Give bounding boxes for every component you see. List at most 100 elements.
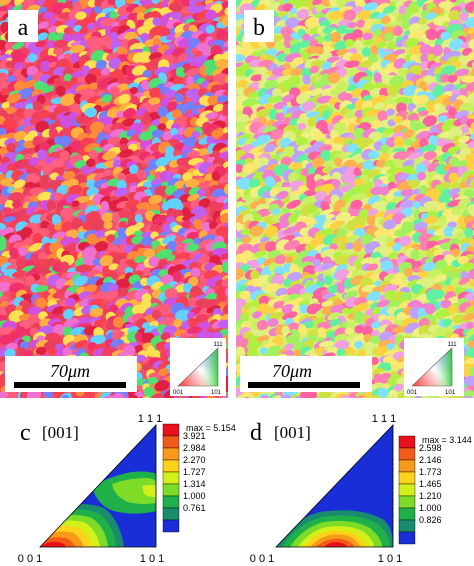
corner-001-c: 0 0 1: [18, 553, 42, 565]
grain: [59, 150, 70, 161]
grain: [107, 178, 120, 188]
grain: [399, 199, 415, 210]
grain: [20, 237, 36, 246]
grain: [371, 61, 382, 74]
grain: [394, 272, 404, 280]
grain: [358, 10, 372, 20]
grain: [47, 253, 59, 261]
grain: [346, 321, 356, 330]
grain: [355, 0, 364, 8]
grain: [263, 144, 276, 153]
grain: [36, 149, 48, 161]
grain: [375, 41, 386, 49]
grain: [224, 74, 228, 86]
grain: [306, 178, 317, 190]
scale-bar-label-b: 70μm: [272, 361, 312, 381]
grain: [5, 342, 18, 351]
grain: [185, 75, 196, 86]
grain: [154, 66, 170, 77]
legend-c-swatch: [162, 435, 180, 449]
grain: [157, 123, 166, 131]
grain: [344, 60, 360, 68]
grain: [12, 200, 22, 209]
grain: [318, 144, 332, 153]
legend-c-value: 1.314: [183, 479, 206, 489]
grain: [139, 131, 154, 141]
grain: [118, 220, 128, 229]
grain: [222, 126, 228, 134]
grain: [236, 121, 248, 132]
grain: [25, 173, 40, 184]
panel-label-d: d: [250, 420, 262, 446]
grain: [254, 250, 267, 258]
grain: [221, 108, 228, 117]
grain: [442, 318, 453, 327]
grain: [4, 200, 15, 210]
grain: [279, 221, 290, 229]
grain: [190, 267, 201, 278]
grain: [307, 329, 320, 337]
grain: [52, 48, 64, 55]
grain: [212, 103, 225, 112]
grain: [113, 187, 129, 197]
grain: [1, 101, 10, 109]
grain: [149, 26, 165, 36]
grain: [188, 317, 198, 330]
grain: [1, 207, 12, 214]
grain: [149, 393, 164, 398]
legend-d-swatch: [398, 531, 416, 545]
grain: [216, 292, 227, 305]
grain: [246, 348, 259, 359]
grain: [74, 397, 85, 398]
grain: [84, 107, 97, 118]
grain: [23, 350, 34, 358]
grain: [17, 88, 33, 100]
grain: [423, 151, 437, 161]
grain: [147, 97, 161, 106]
grain: [172, 271, 183, 283]
grain: [467, 238, 474, 247]
grain: [99, 255, 114, 267]
grain: [44, 90, 58, 99]
grain: [463, 313, 474, 321]
grain: [376, 300, 391, 308]
grain: [248, 178, 261, 189]
panel-label-box-b: [244, 10, 274, 42]
grain: [414, 95, 430, 104]
grain: [333, 136, 345, 144]
grain: [334, 255, 351, 266]
grain: [0, 194, 7, 204]
grain: [174, 93, 184, 103]
grain: [345, 296, 358, 308]
grain: [314, 398, 326, 410]
grain: [379, 153, 391, 162]
grain: [425, 28, 438, 41]
grain: [20, 227, 33, 238]
grain: [464, 153, 474, 163]
legend-c-value: 2.984: [183, 443, 206, 453]
grain: [148, 256, 160, 267]
ipf-key-a: 111 001 101: [170, 338, 226, 396]
grain: [392, 325, 408, 333]
grain: [362, 32, 373, 41]
grain: [6, 93, 22, 104]
grain: [320, 150, 332, 162]
grain: [205, 24, 216, 34]
grain: [438, 215, 448, 223]
grain: [87, 22, 96, 30]
grain: [391, 19, 404, 28]
grain: [306, 111, 320, 118]
grain: [0, 177, 14, 186]
grain: [52, 324, 66, 336]
grain: [75, 264, 92, 274]
grain: [131, 236, 142, 245]
grain: [43, 11, 54, 20]
grain: [0, 39, 8, 53]
grain: [451, 398, 466, 409]
grain: [340, 171, 356, 184]
direction-label-d: [001]: [274, 423, 311, 442]
grain: [134, 214, 143, 224]
grain: [366, 215, 377, 227]
grain: [4, 348, 16, 359]
grain: [299, 304, 309, 314]
